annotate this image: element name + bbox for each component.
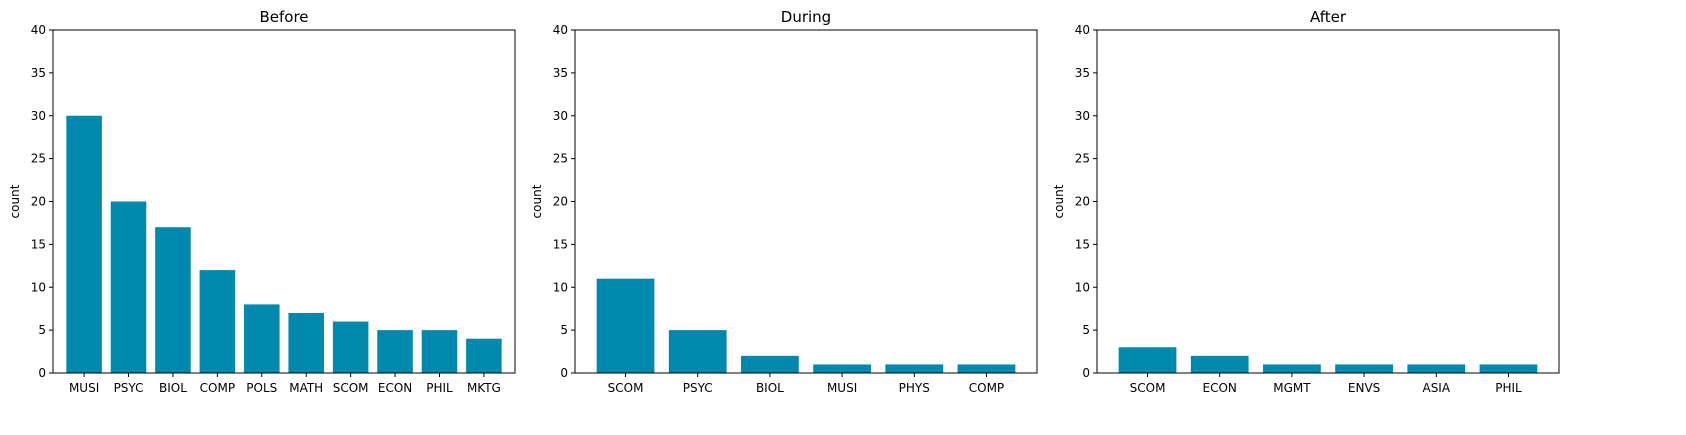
bar-scom (332, 321, 369, 373)
x-tick-label: COMP (200, 381, 235, 395)
chart-title: Before (259, 8, 308, 26)
x-tick-label: BIOL (756, 381, 784, 395)
bar-econ (1190, 355, 1249, 373)
y-tick-label: 40 (31, 23, 46, 37)
y-tick-label: 20 (553, 195, 568, 209)
bar-biol (741, 355, 799, 373)
y-tick-label: 35 (31, 66, 46, 80)
y-axis-label: count (8, 184, 22, 218)
bar-psyc (110, 201, 147, 373)
y-tick-label: 30 (1075, 109, 1090, 123)
bar-musi (813, 364, 871, 373)
chart-title: After (1310, 8, 1347, 26)
bar-biol (155, 227, 191, 373)
x-tick-label: SCOM (333, 381, 369, 395)
x-tick-label: COMP (969, 381, 1004, 395)
bar-psyc (668, 330, 727, 374)
bar-math (288, 312, 324, 373)
bar-comp (957, 364, 1016, 373)
x-tick-label: MKTG (467, 381, 501, 395)
chart-panel-1: 0 5 10 15 20 25 30 35 40 SCOM PSYC BIOL MUSI PHYS COMP… (530, 8, 1038, 395)
y-tick-label: 0 (1082, 366, 1090, 380)
bar-envs (1335, 364, 1393, 373)
x-tick-label: MGMT (1273, 381, 1311, 395)
bar-econ (377, 330, 413, 374)
bar-phys (885, 364, 944, 373)
x-tick-label: ECON (1203, 381, 1237, 395)
y-tick-label: 20 (31, 195, 46, 209)
y-tick-label: 15 (553, 237, 568, 251)
y-tick-label: 25 (31, 152, 46, 166)
y-tick-label: 35 (1075, 66, 1090, 80)
y-tick-label: 20 (1075, 195, 1090, 209)
x-tick-label: MUSI (69, 381, 99, 395)
bar-phil (1479, 364, 1538, 373)
chart-panel-2: 0 5 10 15 20 25 30 35 40 SCOM ECON MGMT ENVS ASIA PHIL… (1052, 8, 1560, 395)
x-tick-label: PSYC (114, 381, 144, 395)
y-tick-label: 10 (1075, 280, 1090, 294)
x-tick-label: ECON (378, 381, 412, 395)
y-tick-label: 5 (38, 323, 46, 337)
x-tick-label: SCOM (608, 381, 644, 395)
chart-panel-0: 0 5 10 15 20 25 30 35 40 MUSI PSYC BIOL COMP POLS MATH… (8, 8, 516, 395)
y-tick-label: 5 (1082, 323, 1090, 337)
x-tick-label: BIOL (159, 381, 187, 395)
y-axis-label: count (1052, 184, 1066, 218)
y-tick-label: 25 (1075, 152, 1090, 166)
y-tick-label: 5 (560, 323, 568, 337)
bar-scom (596, 278, 655, 373)
x-tick-label: SCOM (1130, 381, 1166, 395)
bar-phil (421, 330, 458, 374)
bar-pols (244, 304, 280, 373)
x-tick-label: PHYS (899, 381, 930, 395)
bar-musi (66, 115, 102, 373)
x-tick-label: PHIL (1495, 381, 1522, 395)
y-tick-label: 10 (553, 280, 568, 294)
bar-comp (199, 270, 236, 373)
y-axis-label: count (530, 184, 544, 218)
y-tick-label: 0 (38, 366, 46, 380)
y-tick-label: 15 (1075, 237, 1090, 251)
bar-scom (1118, 347, 1177, 373)
y-tick-label: 30 (31, 109, 46, 123)
y-tick-label: 40 (1075, 23, 1090, 37)
y-tick-label: 0 (560, 366, 568, 380)
chart-title: During (781, 8, 831, 26)
x-tick-label: ENVS (1348, 381, 1380, 395)
y-tick-label: 25 (553, 152, 568, 166)
x-tick-label: ASIA (1422, 381, 1450, 395)
x-tick-label: MUSI (827, 381, 857, 395)
y-tick-label: 10 (31, 280, 46, 294)
bar-mktg (466, 338, 502, 373)
axes-frame (1096, 29, 1560, 374)
bar-asia (1407, 364, 1466, 373)
y-tick-label: 30 (553, 109, 568, 123)
x-tick-label: PHIL (426, 381, 453, 395)
y-tick-label: 35 (553, 66, 568, 80)
y-tick-label: 40 (553, 23, 568, 37)
x-tick-label: PSYC (683, 381, 713, 395)
bar-mgmt (1263, 364, 1321, 373)
x-tick-label: POLS (246, 381, 277, 395)
x-tick-label: MATH (289, 381, 323, 395)
y-tick-label: 15 (31, 237, 46, 251)
